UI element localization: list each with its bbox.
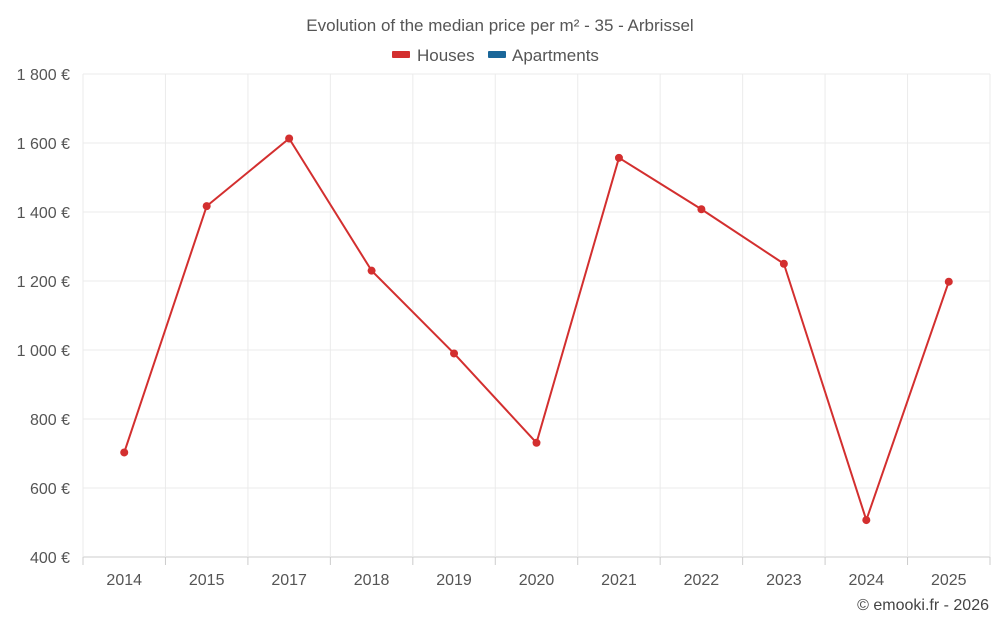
data-point[interactable] [697, 205, 706, 214]
legend-label-apartments: Apartments [512, 46, 599, 65]
y-tick-label: 1 400 € [17, 205, 70, 222]
data-point[interactable] [202, 202, 211, 211]
data-point[interactable] [367, 266, 376, 275]
chart-title: Evolution of the median price per m² - 3… [306, 16, 693, 35]
data-point[interactable] [614, 153, 623, 162]
y-tick-label: 800 € [30, 412, 70, 429]
data-point[interactable] [779, 259, 788, 268]
x-tick-label: 2015 [189, 572, 225, 589]
legend-swatch-houses [392, 51, 410, 58]
data-point[interactable] [862, 516, 871, 525]
x-tick-label: 2022 [684, 572, 720, 589]
x-tick-label: 2017 [271, 572, 307, 589]
y-tick-label: 1 800 € [17, 67, 70, 84]
data-point[interactable] [450, 349, 459, 358]
data-point[interactable] [120, 448, 129, 457]
data-point[interactable] [944, 277, 953, 286]
x-tick-label: 2014 [106, 572, 142, 589]
legend-label-houses: Houses [417, 46, 475, 65]
y-tick-label: 400 € [30, 550, 70, 567]
legend-item-apartments[interactable]: Apartments [488, 46, 599, 65]
y-tick-label: 1 000 € [17, 343, 70, 360]
series-houses [120, 134, 953, 525]
data-point[interactable] [285, 134, 294, 143]
legend-item-houses[interactable]: Houses [392, 46, 475, 65]
x-tick-label: 2019 [436, 572, 472, 589]
x-tick-label: 2018 [354, 572, 390, 589]
y-tick-label: 1 600 € [17, 136, 70, 153]
x-axis-ticks: 2014 2015 2017 2018 2019 2020 2021 2022 2023 2024… [82, 557, 991, 589]
x-tick-label: 2021 [601, 572, 637, 589]
credit-text: © emooki.fr - 2026 [857, 597, 989, 614]
x-tick-label: 2025 [931, 572, 967, 589]
legend-swatch-apartments [488, 51, 506, 58]
y-axis-ticks: 400 € 600 € 800 € 1 000 € 1 200 € 1 400 € 1 60… [17, 67, 70, 567]
y-tick-label: 1 200 € [17, 274, 70, 291]
x-tick-label: 2023 [766, 572, 802, 589]
y-tick-label: 600 € [30, 481, 70, 498]
x-tick-label: 2024 [849, 572, 885, 589]
legend: Houses Apartments [392, 46, 599, 65]
grid [82, 73, 991, 558]
x-tick-label: 2020 [519, 572, 555, 589]
data-point[interactable] [532, 438, 541, 447]
